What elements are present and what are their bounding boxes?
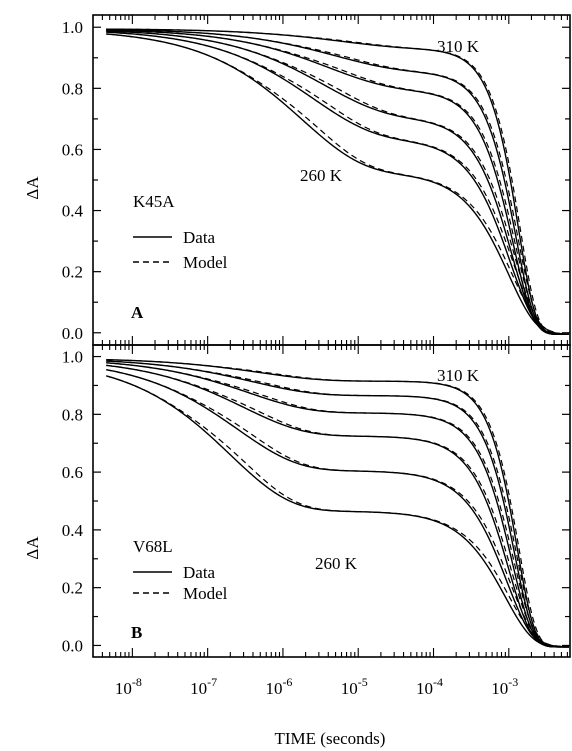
panel-b-y-tick-label: 0.4 (62, 521, 84, 540)
panel-b-data-curve-5 (106, 369, 569, 648)
panel-a-y-tick-label: 0.6 (62, 140, 83, 159)
panel-a-y-axis: 0.0 0.2 0.4 0.6 0.8 1.0 (62, 18, 570, 343)
panel-b-y-axis-label: ΔA (23, 536, 42, 560)
x-tick-label-base: 10 (416, 679, 433, 698)
panel-b-y-tick-label: 1.0 (62, 348, 83, 367)
panel-a-model-curve-3 (106, 29, 569, 335)
panel-b-legend-data-label: Data (183, 563, 216, 582)
panel-b-data-curve-3 (106, 362, 569, 648)
panel-a-y-tick-label: 1.0 (62, 18, 83, 37)
panel-b-legend: Data Model (133, 563, 228, 603)
panel-b-curves (106, 358, 569, 648)
panel-b-y-tick-label: 0.2 (62, 579, 83, 598)
panel-a-y-tick-label: 0.8 (62, 79, 83, 98)
panel-a-y-axis-label: ΔA (23, 176, 42, 200)
panel-a-data-curve-2 (106, 28, 569, 336)
x-tick-label-base: 10 (341, 679, 358, 698)
panel-a-y-tick-label: 0.2 (62, 263, 83, 282)
x-tick-label-exponent: -8 (132, 675, 142, 689)
panel-b-legend-model-label: Model (183, 584, 228, 603)
panel-b-model-curve-3 (106, 362, 569, 648)
x-axis-tick-labels: 10-8 10-7 10-6 10-5 10-4 10-3 (115, 675, 518, 698)
panel-b-model-curve-5 (106, 369, 569, 648)
panel-a-legend-model-label: Model (183, 253, 228, 272)
panel-b-y-axis: 0.0 0.2 0.4 0.6 0.8 1.0 (62, 348, 570, 655)
x-tick-label: 10-6 (265, 675, 292, 698)
x-tick-label-exponent: -6 (282, 675, 292, 689)
panel-a-x-ticks (92, 15, 568, 345)
x-tick-label: 10-8 (115, 675, 142, 698)
panel-a-model-curve-6 (106, 33, 570, 335)
panel-a-plot-area (106, 28, 570, 336)
panel-b-data-curve-4 (106, 364, 569, 648)
x-tick-label-exponent: -3 (508, 675, 518, 689)
panel-a: 0.0 0.2 0.4 0.6 0.8 1.0 ΔA 310 K 260 K K45A D… (23, 14, 571, 346)
x-tick-label: 10-7 (190, 675, 217, 698)
panel-b-model-curve-2 (106, 360, 569, 648)
panel-b-x-ticks (92, 345, 568, 657)
x-tick-label-exponent: -5 (358, 675, 368, 689)
panel-a-model-curve-2 (106, 29, 569, 335)
panel-b-model-curve-1 (106, 359, 569, 648)
panel-a-data-curve-3 (106, 29, 569, 336)
x-tick-label-exponent: -7 (207, 675, 217, 689)
panel-b: 0.0 0.2 0.4 0.6 0.8 1.0 ΔA 310 K 260 K V68L D… (23, 344, 571, 658)
panel-a-data-curve-6 (106, 33, 569, 335)
panel-b-plot-area (106, 358, 569, 648)
panel-b-sample-label: V68L (133, 537, 173, 556)
panel-a-model-curve-4 (106, 30, 569, 335)
panel-b-annotation-260k: 260 K (315, 554, 358, 573)
panel-a-label: A (131, 303, 144, 322)
x-tick-label: 10-4 (416, 675, 443, 698)
panel-b-y-tick-label: 0.0 (62, 636, 83, 655)
x-tick-label-base: 10 (265, 679, 282, 698)
panel-b-annotation-310k: 310 K (437, 366, 480, 385)
panel-a-y-tick-label: 0.0 (62, 324, 83, 343)
x-tick-label-base: 10 (190, 679, 207, 698)
panel-b-data-curve-1 (106, 358, 569, 648)
x-tick-label-base: 10 (115, 679, 132, 698)
panel-b-y-tick-label: 0.8 (62, 405, 83, 424)
panel-a-annotation-310k: 310 K (437, 37, 480, 56)
panel-a-y-tick-label: 0.4 (62, 202, 84, 221)
panel-a-legend: Data Model (133, 228, 228, 272)
x-tick-label: 10-5 (341, 675, 368, 698)
panel-a-model-curve-1 (106, 28, 569, 335)
panel-a-data-curve-1 (106, 28, 569, 336)
panel-b-y-tick-label: 0.6 (62, 463, 83, 482)
panel-a-data-curve-4 (106, 30, 569, 335)
panel-a-legend-data-label: Data (183, 228, 216, 247)
panel-a-curves (106, 28, 570, 336)
panel-b-data-curve-6 (106, 375, 569, 648)
panel-a-data-curve-5 (106, 31, 569, 335)
panel-a-sample-label: K45A (133, 192, 175, 211)
panel-b-data-curve-2 (106, 360, 569, 648)
panel-b-label: B (131, 623, 142, 642)
x-axis-title: TIME (seconds) (275, 729, 386, 748)
x-tick-label-base: 10 (491, 679, 508, 698)
panel-a-annotation-260k: 260 K (300, 166, 343, 185)
x-tick-label: 10-3 (491, 675, 518, 698)
x-tick-label-exponent: -4 (433, 675, 443, 689)
